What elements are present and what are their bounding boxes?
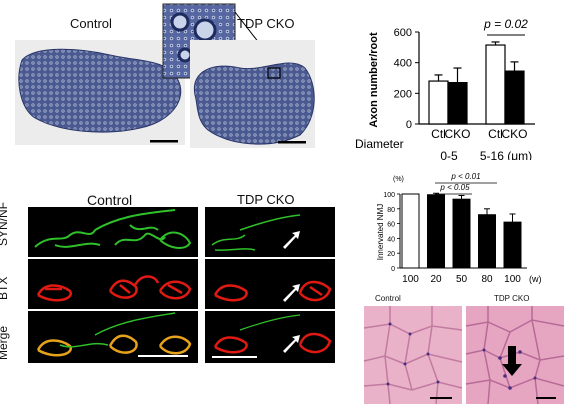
nmj-y-unit: (%)	[393, 176, 404, 183]
cko-btx-image	[205, 259, 335, 309]
axon-ytick-label: 600	[394, 27, 412, 39]
cko-btx-arrow	[283, 284, 300, 302]
axon-bar	[447, 81, 468, 125]
nmj-category-label: 80	[481, 274, 493, 285]
panel-c-control-label: Control	[87, 192, 133, 208]
axon-group-label-1: 0-5	[440, 149, 458, 160]
axon-group-label-2: 5-16 (μm)	[480, 149, 532, 160]
nmj-pvalue-2: p < 0.05	[439, 183, 470, 192]
he-muscle-images	[363, 306, 565, 405]
axon-category-label: Ctl	[488, 127, 503, 141]
axon-diameter-prefix: Diameter	[355, 137, 404, 151]
axon-ytick-label: 0	[406, 119, 412, 131]
panel-c-cko-label: TDP CKO	[237, 192, 295, 207]
nmj-ytick-label: 80	[387, 207, 395, 214]
nmj-category-label: 50	[456, 274, 468, 285]
innervated-nmj-chart: (%) Innervated NMJ 0 20 40 60 80 100 100 20 50 8…	[376, 172, 542, 285]
nmj-bar	[452, 198, 471, 269]
nmj-category-label: 20	[430, 274, 442, 285]
axon-ylabel: Axon number/root	[368, 32, 380, 128]
inset-box	[267, 67, 281, 79]
axon-bar	[504, 70, 525, 125]
cko-scale-bar	[278, 141, 306, 144]
cko-he-scale-bar	[536, 397, 556, 399]
axon-ytick-label: 400	[394, 58, 412, 70]
nmj-bar	[503, 221, 522, 269]
cko-merge-scale-bar	[212, 356, 257, 358]
nerve-section-images	[15, 3, 315, 148]
nmj-bar	[427, 194, 445, 269]
nmj-x-unit: (w)	[529, 274, 542, 284]
control-scale-bar	[150, 140, 178, 143]
nmj-ytick-label: 0	[391, 266, 395, 273]
control-merge-scale-bar	[138, 355, 188, 357]
nmj-ytick-label: 60	[387, 222, 395, 229]
panel-a-control-label: Control	[70, 16, 112, 31]
nmj-bar	[401, 193, 420, 269]
nmj-bar	[478, 214, 496, 269]
cko-merge-image	[205, 311, 335, 363]
cko-nerve-section	[193, 62, 315, 145]
cko-syn-image	[205, 207, 335, 257]
nmj-ytick-label: 20	[387, 251, 395, 258]
panel-e-control-label: Control	[375, 294, 401, 303]
cko-he-arrow	[502, 346, 522, 376]
control-nerve-section	[18, 48, 182, 133]
nmj-ylabel: Innervated NMJ	[376, 204, 385, 260]
axon-bar	[485, 44, 506, 125]
axon-category-label: CKO	[444, 127, 470, 141]
nmj-fluorescence-images	[28, 207, 335, 363]
axon-category-label: Ctl	[431, 127, 446, 141]
axon-pvalue-annotation: p = 0.02	[483, 17, 528, 31]
control-he-image	[364, 306, 462, 404]
nmj-category-label: 100	[504, 274, 521, 285]
nmj-pvalue-1: p < 0.01	[450, 172, 480, 181]
control-he-scale-bar	[430, 397, 452, 399]
axon-ytick-label: 200	[394, 88, 412, 100]
cko-merge-arrow	[283, 335, 300, 353]
cko-syn-arrow	[283, 231, 300, 249]
axon-bar	[428, 80, 449, 125]
nmj-category-label: 100	[402, 274, 419, 285]
panel-a-cko-label: TDP CKO	[237, 16, 295, 31]
nmj-ytick-label: 40	[387, 236, 395, 243]
axon-category-label: CKO	[501, 127, 527, 141]
control-btx-image	[28, 259, 198, 309]
nmj-ytick-label: 100	[383, 192, 395, 199]
panel-e-cko-label: TDP CKO	[494, 294, 530, 303]
